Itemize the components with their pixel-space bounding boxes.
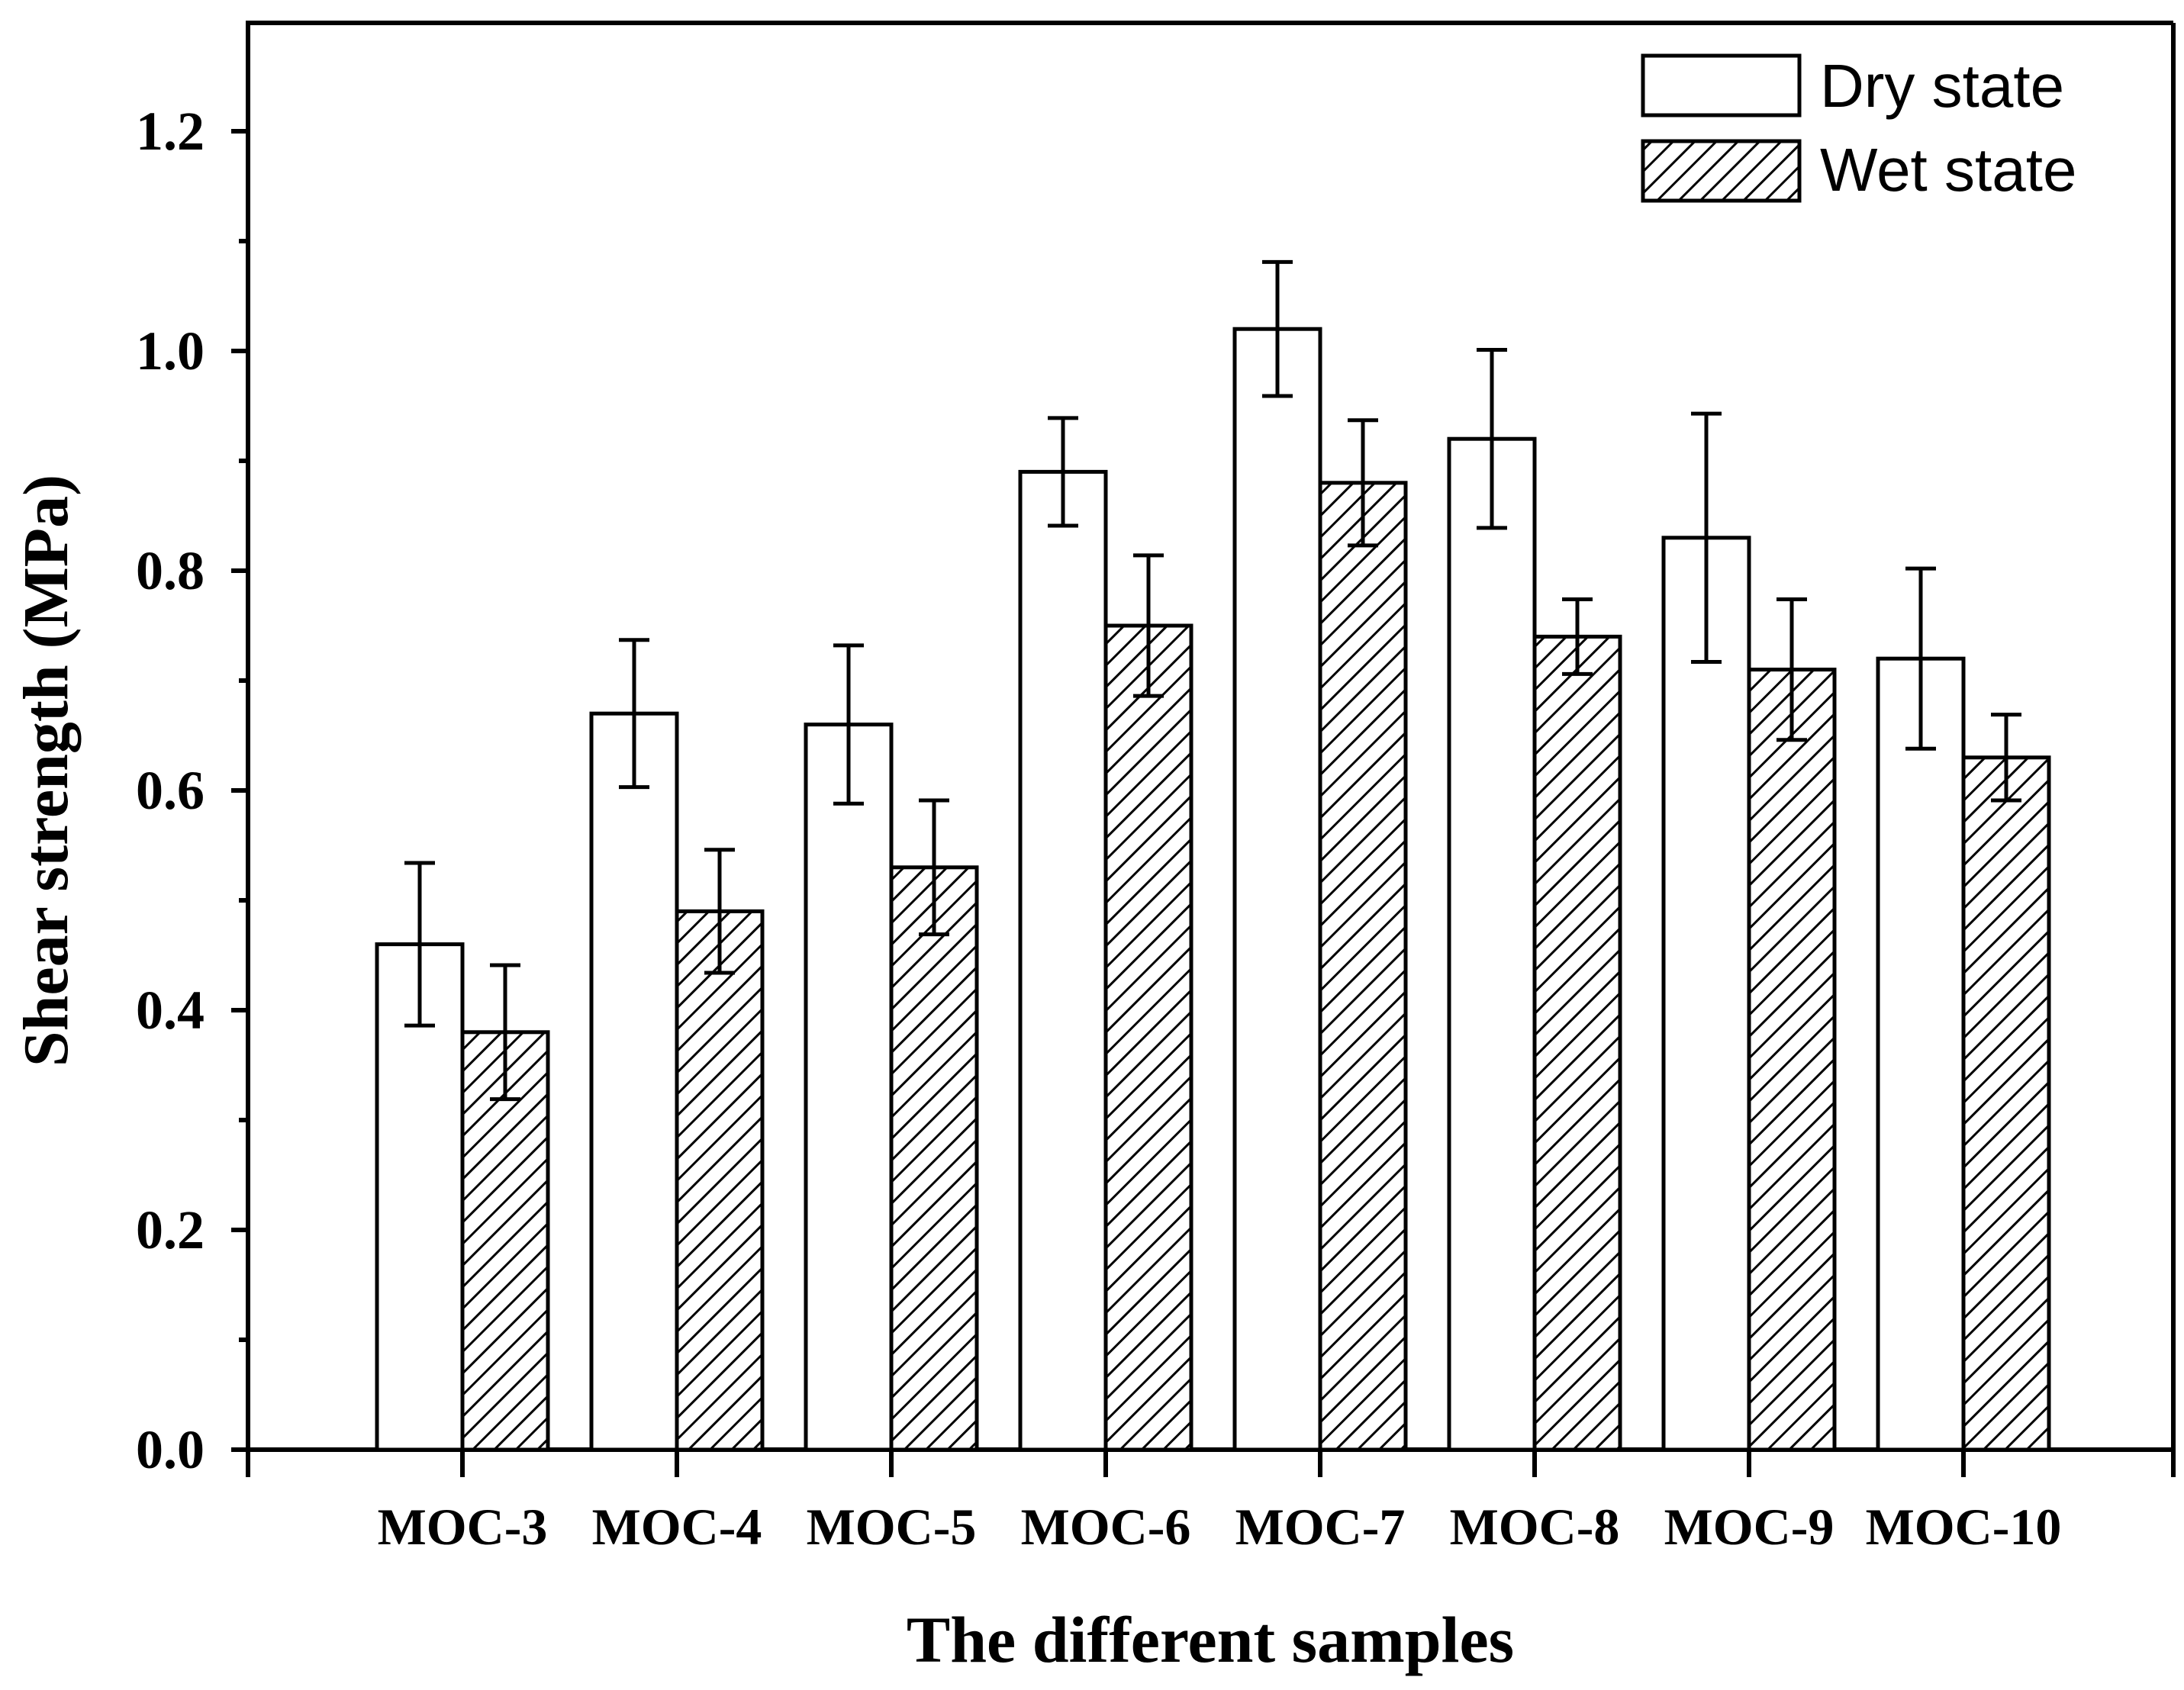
bar-dry-state — [1661, 536, 1751, 1452]
legend-label-dry: Dry state — [1820, 52, 2064, 120]
y-tick-label: 0.2 — [136, 1199, 205, 1260]
legend-swatch-wet — [1641, 139, 1802, 203]
bar-wet-state — [1103, 623, 1193, 1452]
bar-wet-state — [889, 865, 979, 1452]
y-tick-label: 0.4 — [136, 980, 205, 1041]
y-tick-label: 0.8 — [136, 540, 205, 601]
x-tick-label: MOC-3 — [378, 1498, 548, 1556]
bar-wet-state — [1961, 755, 2051, 1452]
y-tick-label: 0.0 — [136, 1419, 205, 1480]
bar-dry-state — [1447, 436, 1537, 1452]
bar-dry-state — [804, 723, 894, 1452]
x-axis-title: The different samples — [907, 1603, 1514, 1676]
y-tick-label: 1.0 — [136, 320, 205, 381]
bar-dry-state — [1232, 327, 1322, 1452]
bar-dry-state — [1876, 656, 1966, 1452]
bar-wet-state — [1318, 481, 1408, 1452]
x-tick-label: MOC-9 — [1664, 1498, 1834, 1556]
bar-wet-state — [675, 909, 765, 1452]
y-tick-label: 0.6 — [136, 760, 205, 821]
x-tick-label: MOC-8 — [1450, 1498, 1620, 1556]
x-tick-label: MOC-7 — [1235, 1498, 1406, 1556]
x-tick-label: MOC-4 — [592, 1498, 762, 1556]
bar-wet-state — [460, 1030, 550, 1452]
y-axis-title: Shear strength (MPa) — [11, 475, 82, 1067]
y-tick-label: 1.2 — [136, 101, 205, 162]
bar-wet-state — [1747, 668, 1837, 1452]
x-tick-label: MOC-5 — [807, 1498, 977, 1556]
bar-dry-state — [1018, 469, 1108, 1452]
legend-label-wet: Wet state — [1820, 136, 2076, 204]
bar-wet-state — [1532, 634, 1622, 1452]
bar-dry-state — [589, 711, 679, 1452]
x-tick-label: MOC-10 — [1866, 1498, 2062, 1556]
x-tick-label: MOC-6 — [1021, 1498, 1191, 1556]
legend: Dry state Wet state — [1641, 52, 2076, 204]
legend-swatch-dry — [1641, 53, 1802, 117]
